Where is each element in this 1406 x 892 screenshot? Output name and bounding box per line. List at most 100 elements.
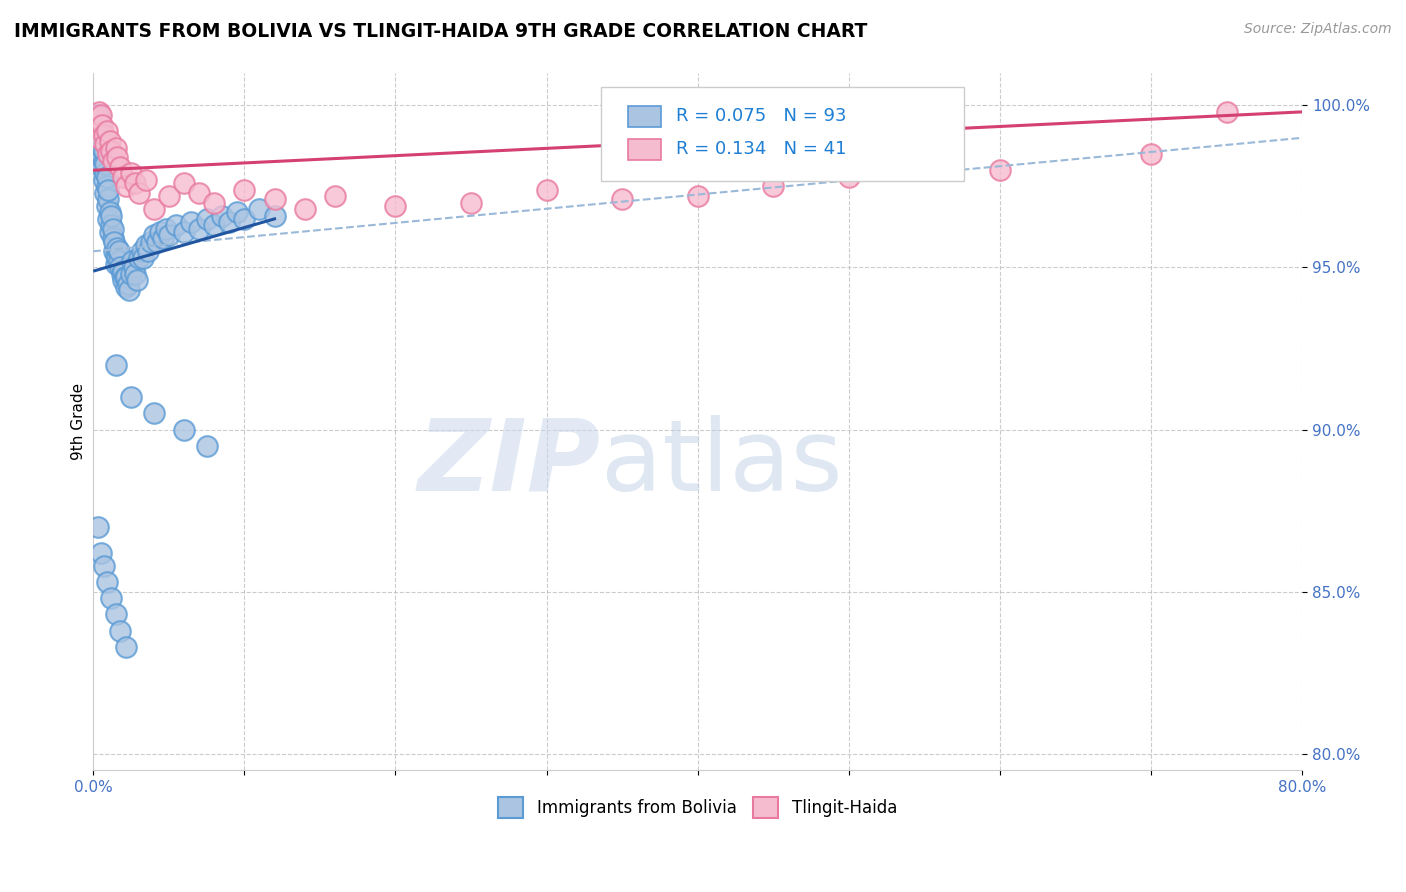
Point	[96, 199, 118, 213]
Point	[104, 257, 127, 271]
Point	[838, 169, 860, 184]
Point	[91, 160, 114, 174]
Point	[195, 439, 218, 453]
Point	[90, 147, 112, 161]
Text: atlas: atlas	[600, 415, 842, 512]
Text: ZIP: ZIP	[418, 415, 600, 512]
Point	[233, 211, 256, 226]
Point	[100, 219, 122, 233]
Point	[84, 108, 107, 122]
Point	[98, 225, 121, 239]
Text: R = 0.075   N = 93: R = 0.075 N = 93	[676, 107, 846, 125]
Point	[93, 558, 115, 573]
Point	[263, 209, 285, 223]
Point	[202, 195, 225, 210]
Point	[142, 202, 165, 216]
Point	[135, 237, 157, 252]
Point	[384, 199, 406, 213]
Point	[84, 114, 107, 128]
Point	[84, 112, 107, 126]
Point	[90, 546, 112, 560]
Point	[89, 131, 111, 145]
Point	[93, 173, 115, 187]
Point	[89, 121, 111, 136]
Point	[132, 251, 155, 265]
Point	[100, 591, 122, 606]
FancyBboxPatch shape	[627, 106, 661, 128]
Point	[112, 273, 135, 287]
Point	[101, 153, 124, 168]
Point	[188, 186, 211, 200]
Point	[91, 118, 114, 132]
Point	[120, 267, 142, 281]
Point	[762, 179, 785, 194]
Point	[211, 209, 233, 223]
Point	[87, 108, 110, 122]
Point	[128, 251, 150, 265]
Point	[120, 390, 142, 404]
Point	[165, 219, 187, 233]
Point	[110, 624, 132, 638]
Point	[218, 215, 240, 229]
Point	[155, 221, 177, 235]
Point	[104, 358, 127, 372]
Y-axis label: 9th Grade: 9th Grade	[72, 383, 86, 460]
Point	[93, 144, 115, 158]
Point	[87, 121, 110, 136]
Point	[90, 118, 112, 132]
Point	[128, 186, 150, 200]
Point	[87, 112, 110, 126]
Point	[124, 267, 146, 281]
Point	[117, 277, 139, 291]
Text: IMMIGRANTS FROM BOLIVIA VS TLINGIT-HAIDA 9TH GRADE CORRELATION CHART: IMMIGRANTS FROM BOLIVIA VS TLINGIT-HAIDA…	[14, 22, 868, 41]
Point	[249, 202, 271, 216]
Point	[90, 128, 112, 142]
Point	[104, 247, 127, 261]
Point	[686, 189, 709, 203]
Point	[115, 280, 138, 294]
Point	[988, 163, 1011, 178]
Point	[108, 254, 131, 268]
Point	[89, 112, 111, 126]
FancyBboxPatch shape	[600, 87, 963, 181]
Point	[96, 179, 118, 194]
Point	[157, 228, 180, 243]
Point	[142, 406, 165, 420]
Point	[110, 260, 132, 275]
Point	[120, 166, 142, 180]
Point	[93, 134, 115, 148]
Point	[294, 202, 316, 216]
Point	[93, 128, 115, 142]
Point	[122, 260, 145, 275]
Point	[96, 124, 118, 138]
Point	[105, 241, 128, 255]
Point	[173, 176, 195, 190]
Point	[1140, 147, 1163, 161]
Point	[115, 640, 138, 654]
Point	[225, 205, 247, 219]
Point	[610, 193, 633, 207]
Point	[460, 195, 482, 210]
Point	[323, 189, 346, 203]
Point	[173, 225, 195, 239]
Point	[103, 235, 125, 249]
Point	[1215, 104, 1237, 119]
Point	[83, 137, 105, 152]
Point	[188, 221, 211, 235]
Point	[100, 144, 122, 158]
Point	[97, 147, 120, 161]
Point	[105, 150, 128, 164]
Point	[233, 183, 256, 197]
Point	[97, 211, 120, 226]
Point	[115, 270, 138, 285]
Point	[89, 134, 111, 148]
Point	[112, 169, 135, 184]
Point	[91, 131, 114, 145]
Point	[263, 193, 285, 207]
Point	[98, 134, 121, 148]
Point	[195, 211, 218, 226]
Point	[135, 173, 157, 187]
Point	[536, 183, 558, 197]
Point	[136, 244, 159, 259]
Point	[108, 244, 131, 259]
